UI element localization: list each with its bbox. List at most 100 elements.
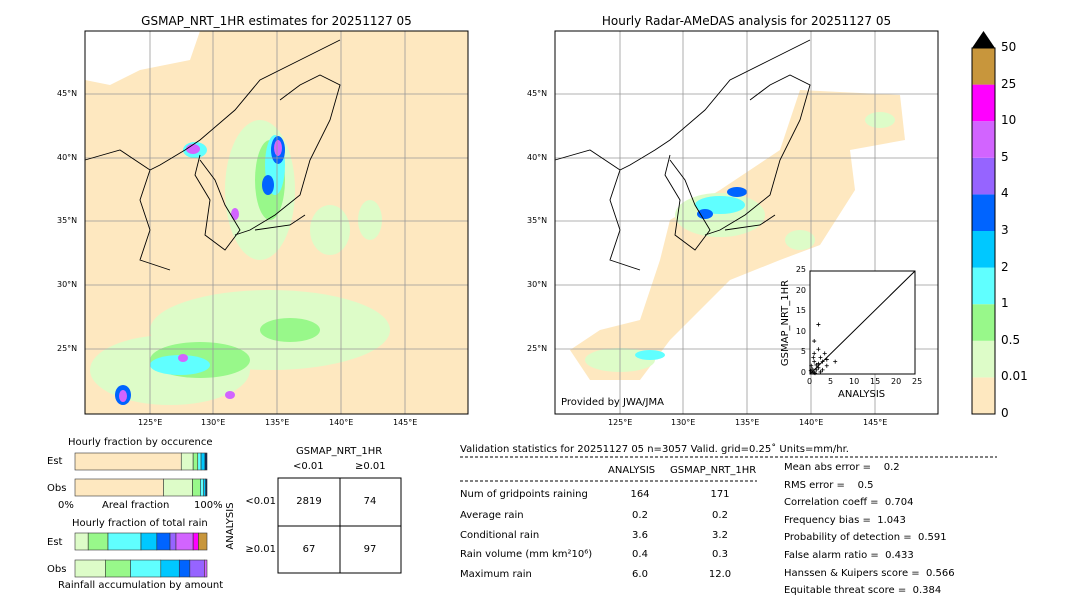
fraction-bar-segment — [200, 478, 204, 497]
cell-00: 2819 — [296, 496, 322, 507]
colorbar-label: 25 — [1001, 76, 1017, 91]
row-title: ANALYSIS — [225, 502, 236, 550]
stats-header: Validation statistics for 20251127 05 n=… — [460, 444, 849, 455]
scatter-point — [812, 351, 817, 356]
colorbar-segment — [972, 48, 995, 85]
lat-label: 45°N — [57, 89, 78, 98]
col-label-lt: <0.01 — [293, 461, 324, 472]
stat-gsmap-value: 12.0 — [708, 569, 732, 580]
score-line: Correlation coeff = 0.704 — [784, 497, 914, 509]
lon-label: 130°E — [201, 418, 226, 427]
occurrence-title: Hourly fraction by occurence — [68, 437, 213, 448]
colorbar-segment — [972, 194, 995, 231]
fraction-bar-segment — [175, 532, 194, 551]
right-map-frame — [554, 30, 939, 415]
score-line: Frequency bias = 1.043 — [784, 514, 906, 526]
lon-label: 130°E — [671, 418, 696, 427]
fraction-bar-segment — [204, 452, 208, 471]
fraction-bar-segment — [105, 559, 131, 578]
cell-10: 67 — [302, 544, 316, 555]
lon-label: 125°E — [608, 418, 633, 427]
right-map-title: Hourly Radar-AMeDAS analysis for 2025112… — [601, 14, 892, 28]
score-line: False alarm ratio = 0.433 — [784, 550, 914, 561]
fraction-bar-segment — [192, 452, 199, 471]
fraction-bar-segment — [204, 559, 208, 578]
scatter-point — [808, 368, 813, 373]
stat-gsmap-value: 0.3 — [712, 549, 728, 560]
scatter-y-tick: 15 — [795, 306, 806, 316]
stat-analysis-value: 0.4 — [632, 549, 648, 560]
lat-label: 40°N — [527, 153, 548, 162]
fraction-bar-segment — [130, 559, 162, 578]
totalrain-title: Hourly fraction of total rain — [72, 518, 208, 529]
lat-label: 45°N — [527, 89, 548, 98]
stat-row-label: Average rain — [460, 510, 524, 521]
col-gsmap: GSMAP_NRT_1HR — [670, 465, 757, 476]
stat-row-label: Num of gridpoints raining — [460, 489, 588, 500]
fraction-bar-segment — [74, 478, 164, 497]
fraction-bar-segment — [140, 532, 158, 551]
row-label-ge: ≥0.01 — [245, 544, 276, 555]
fraction-bar-segment — [200, 452, 206, 471]
colorbar-segment — [972, 304, 995, 341]
colorbar-label: 10 — [1001, 113, 1017, 128]
score-line: Mean abs error = 0.2 — [784, 462, 900, 473]
contingency-grid — [277, 477, 402, 574]
totalrain-xlabel: Rainfall accumulation by amount — [58, 580, 224, 591]
stat-row-label: Rain volume (mm km²10⁶) — [460, 549, 593, 560]
lat-label: 35°N — [527, 216, 548, 225]
scatter-x-tick: 0 — [807, 377, 813, 386]
fraction-bar-segment — [197, 452, 202, 471]
occ-obs-label: Obs — [47, 483, 67, 494]
scatter-point — [818, 369, 823, 374]
stat-analysis-value: 0.2 — [632, 510, 648, 521]
colorbar — [971, 31, 996, 415]
lat-label: 35°N — [57, 216, 78, 225]
scatter-point — [824, 363, 829, 368]
scatter-point — [812, 339, 817, 344]
fraction-bars — [74, 452, 208, 578]
scatter-point — [816, 361, 821, 366]
occ-est-label: Est — [47, 456, 63, 467]
fraction-bar-segment — [192, 478, 201, 497]
col-analysis: ANALYSIS — [608, 465, 656, 476]
score-line: Probability of detection = 0.591 — [784, 532, 947, 544]
score-line: RMS error = 0.5 — [784, 479, 874, 491]
scatter-point — [809, 363, 814, 368]
scatter-point — [833, 359, 838, 364]
stat-gsmap-value: 171 — [710, 489, 730, 500]
map-gridlines — [85, 31, 938, 414]
lon-label: 135°E — [735, 418, 760, 427]
rain-est-label: Est — [47, 537, 63, 548]
fraction-bar-segment — [156, 532, 171, 551]
scatter-y-tick: 5 — [800, 347, 806, 357]
stat-analysis-value: 164 — [630, 489, 650, 500]
contingency-title: GSMAP_NRT_1HR — [296, 446, 383, 457]
lat-label: 30°N — [57, 280, 78, 289]
fraction-bar-segment — [107, 532, 142, 551]
stat-analysis-value: 3.6 — [632, 530, 648, 541]
stat-row-label: Maximum rain — [460, 569, 532, 580]
fraction-bar-segment — [163, 478, 193, 497]
scatter-point — [816, 365, 821, 370]
colorbar-label: 4 — [1001, 186, 1009, 201]
scatter-point — [824, 357, 829, 362]
score-line: Hanssen & Kuipers score = 0.566 — [784, 567, 955, 579]
colorbar-segment — [972, 377, 995, 414]
left-map — [85, 31, 468, 414]
scatter-x-tick: 15 — [870, 377, 881, 386]
score-line: Equitable threat score = 0.384 — [784, 585, 942, 597]
colorbar-label: 5 — [1001, 149, 1009, 164]
scatter-point — [816, 347, 821, 352]
lon-label: 145°E — [863, 418, 888, 427]
lat-label: 25°N — [527, 344, 548, 353]
fraction-bar-segment — [198, 532, 208, 551]
left-map-title: GSMAP_NRT_1HR estimates for 20251127 05 — [141, 14, 412, 28]
scatter-point — [812, 370, 817, 375]
lat-label: 40°N — [57, 153, 78, 162]
fraction-bar-segment — [160, 559, 180, 578]
rain-obs-label: Obs — [47, 564, 67, 575]
fraction-bar-segment — [189, 559, 205, 578]
credit-label: Provided by JWA/JMA — [561, 397, 664, 408]
scatter-inset — [808, 270, 916, 376]
